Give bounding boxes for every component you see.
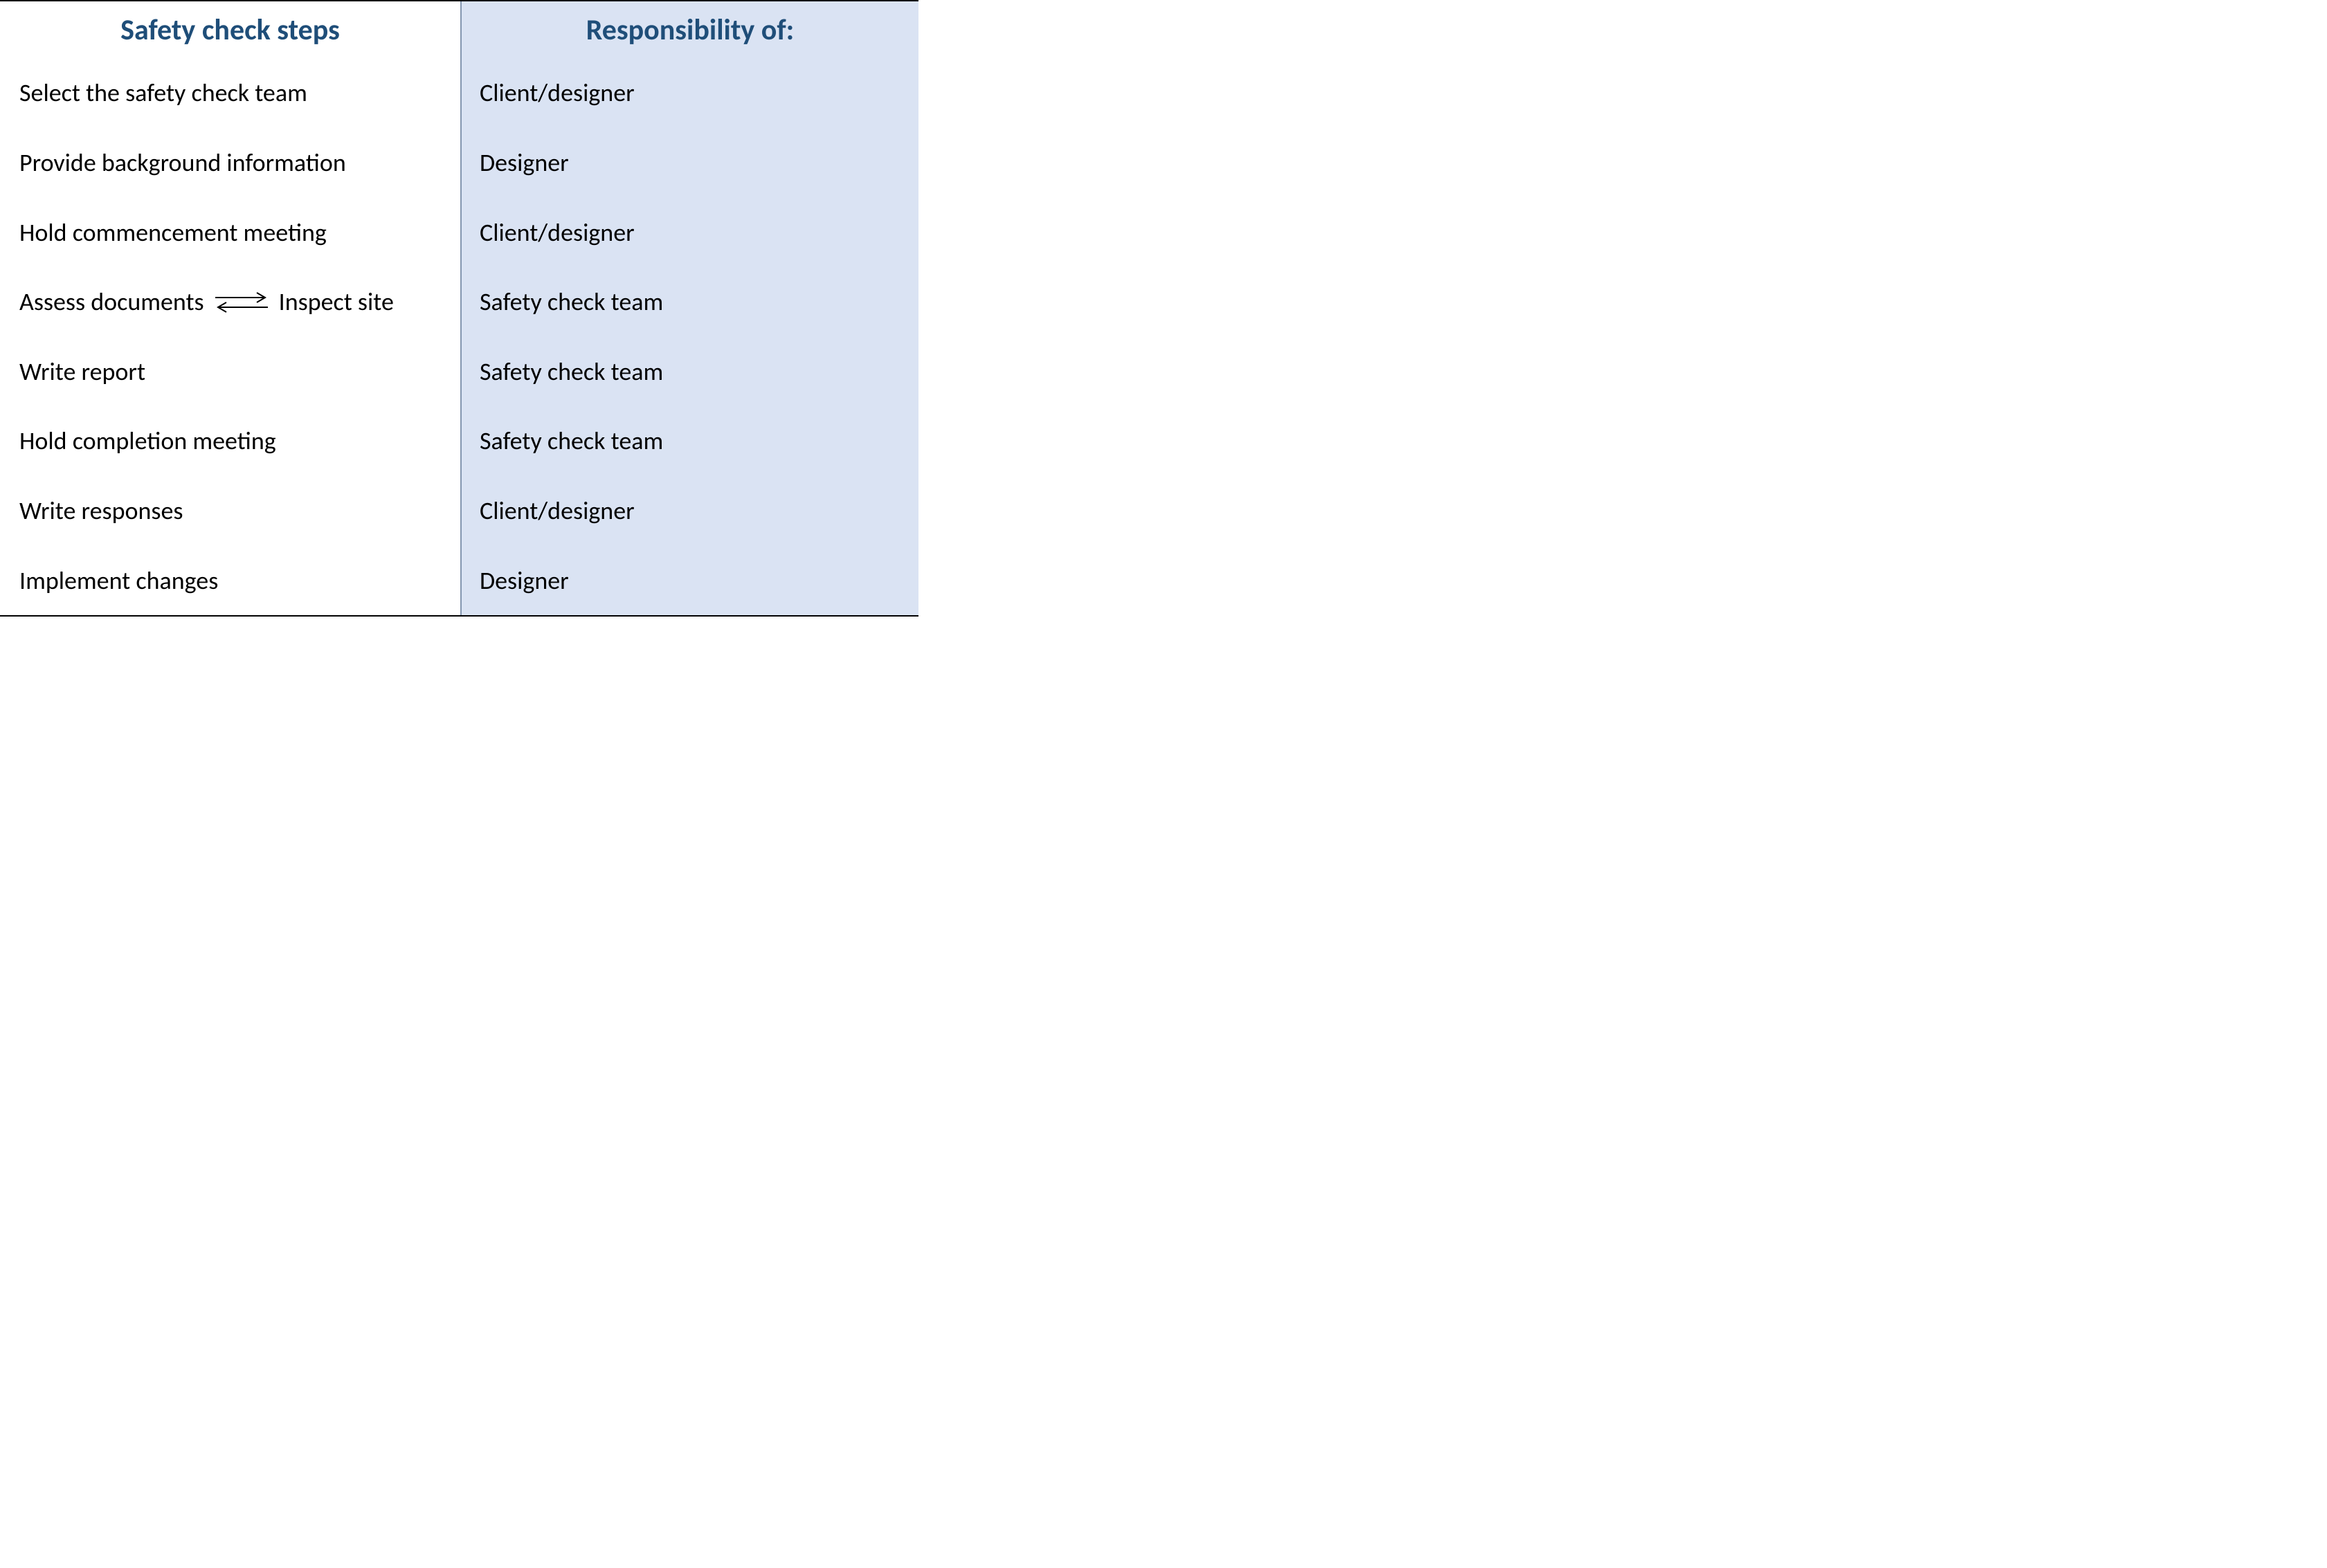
resp-text: Designer bbox=[480, 147, 569, 178]
header-cell-responsibility: Responsibility of: bbox=[460, 1, 918, 58]
table-row: Hold commencement meeting Client/designe… bbox=[0, 197, 918, 267]
table-row: Implement changes Designer bbox=[0, 545, 918, 615]
resp-text: Client/designer bbox=[480, 495, 635, 526]
header-label-steps: Safety check steps bbox=[120, 12, 340, 48]
resp-cell: Client/designer bbox=[460, 476, 918, 546]
step-cell: Write report bbox=[0, 337, 460, 407]
step-cell: Select the safety check team bbox=[0, 58, 460, 128]
resp-cell: Designer bbox=[460, 128, 918, 198]
table-header-row: Safety check steps Responsibility of: bbox=[0, 1, 918, 58]
step-cell: Hold completion meeting bbox=[0, 406, 460, 476]
resp-cell: Safety check team bbox=[460, 406, 918, 476]
resp-text: Client/designer bbox=[480, 217, 635, 248]
step-text: Hold commencement meeting bbox=[19, 217, 327, 248]
table-row: Provide background information Designer bbox=[0, 128, 918, 198]
resp-cell: Client/designer bbox=[460, 58, 918, 128]
double-arrow-icon bbox=[208, 288, 275, 316]
table-row: Assess documents Inspect site Safety che… bbox=[0, 267, 918, 337]
resp-cell: Client/designer bbox=[460, 197, 918, 267]
step-cell: Implement changes bbox=[0, 545, 460, 615]
step-cell: Assess documents Inspect site bbox=[0, 267, 460, 337]
resp-cell: Safety check team bbox=[460, 337, 918, 407]
resp-text: Safety check team bbox=[480, 356, 663, 387]
table-row: Write responses Client/designer bbox=[0, 476, 918, 546]
step-text: Provide background information bbox=[19, 147, 346, 178]
table-row: Select the safety check team Client/desi… bbox=[0, 58, 918, 128]
step-text: Write report bbox=[19, 356, 145, 387]
step-cell: Write responses bbox=[0, 476, 460, 546]
step-text-before: Assess documents bbox=[19, 286, 204, 317]
step-cell: Provide background information bbox=[0, 128, 460, 198]
resp-text: Designer bbox=[480, 565, 569, 596]
resp-text: Client/designer bbox=[480, 78, 635, 108]
step-text: Implement changes bbox=[19, 565, 218, 596]
resp-text: Safety check team bbox=[480, 286, 663, 317]
safety-check-table: Safety check steps Responsibility of: Se… bbox=[0, 0, 918, 617]
resp-cell: Designer bbox=[460, 545, 918, 615]
header-label-responsibility: Responsibility of: bbox=[586, 12, 795, 48]
resp-text: Safety check team bbox=[480, 426, 663, 456]
table-row: Write report Safety check team bbox=[0, 337, 918, 407]
step-compound: Assess documents Inspect site bbox=[19, 286, 394, 317]
step-cell: Hold commencement meeting bbox=[0, 197, 460, 267]
step-text: Write responses bbox=[19, 495, 183, 526]
header-cell-steps: Safety check steps bbox=[0, 1, 460, 58]
table-row: Hold completion meeting Safety check tea… bbox=[0, 406, 918, 476]
resp-cell: Safety check team bbox=[460, 267, 918, 337]
step-text: Hold completion meeting bbox=[19, 426, 276, 456]
step-text: Select the safety check team bbox=[19, 78, 307, 108]
step-text-after: Inspect site bbox=[279, 286, 394, 317]
